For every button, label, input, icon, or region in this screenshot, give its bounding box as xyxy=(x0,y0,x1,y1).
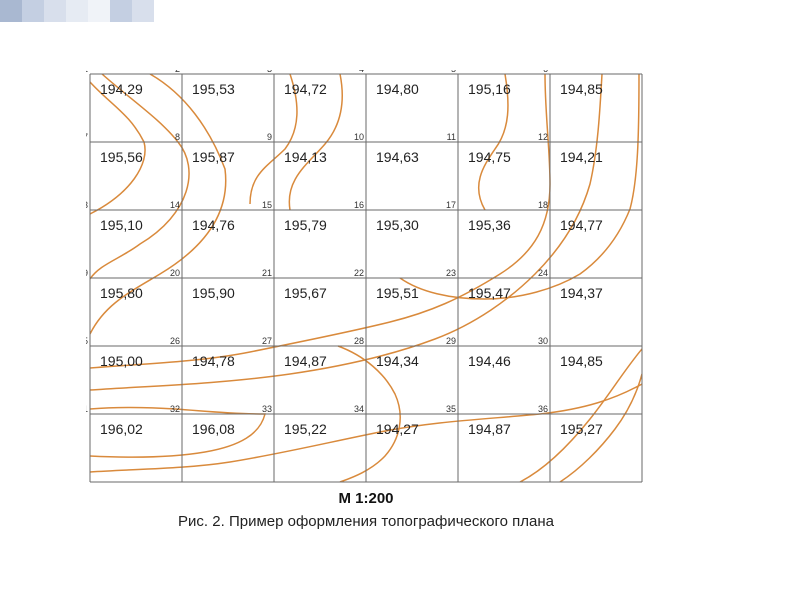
grid-point-number: 14 xyxy=(170,200,180,210)
grid-point-number: 19 xyxy=(86,268,88,278)
elevation-value: 195,67 xyxy=(284,285,327,301)
grid-point-number: 15 xyxy=(262,200,272,210)
grid-point-number: 30 xyxy=(538,336,548,346)
grid-point-number: 34 xyxy=(354,404,364,414)
elevation-value: 194,78 xyxy=(192,353,235,369)
grid-point-number: 22 xyxy=(354,268,364,278)
elevation-value: 195,22 xyxy=(284,421,327,437)
elevation-value: 195,90 xyxy=(192,285,235,301)
grid-point-number: 31 xyxy=(86,404,88,414)
grid-point-number: 25 xyxy=(86,336,88,346)
elevation-value: 194,76 xyxy=(192,217,235,233)
elevation-value: 195,51 xyxy=(376,285,419,301)
grid-point-number: 4 xyxy=(359,70,364,74)
elevation-value: 194,87 xyxy=(468,421,511,437)
elevation-value: 195,80 xyxy=(100,285,143,301)
deco-square xyxy=(88,0,110,22)
elevation-value: 194,21 xyxy=(560,149,603,165)
grid-point-number: 33 xyxy=(262,404,272,414)
grid-point-number: 28 xyxy=(354,336,364,346)
grid-point-number: 6 xyxy=(543,70,548,74)
elevation-value: 195,56 xyxy=(100,149,143,165)
elevation-value: 195,36 xyxy=(468,217,511,233)
grid-point-number: 10 xyxy=(354,132,364,142)
grid-point-number: 11 xyxy=(447,132,456,142)
elevation-value: 195,53 xyxy=(192,81,235,97)
elevation-value: 194,27 xyxy=(376,421,419,437)
elevation-value: 195,87 xyxy=(192,149,235,165)
grid-point-number: 5 xyxy=(451,70,456,74)
deco-square xyxy=(44,0,66,22)
figure-caption: Рис. 2. Пример оформления топографическо… xyxy=(86,513,646,530)
elevation-value: 195,27 xyxy=(560,421,603,437)
grid-point-number: 29 xyxy=(446,336,456,346)
elevation-value: 194,29 xyxy=(100,81,143,97)
elevation-value: 196,08 xyxy=(192,421,235,437)
elevation-value: 194,77 xyxy=(560,217,603,233)
grid-point-number: 3 xyxy=(267,70,272,74)
grid-point-number: 27 xyxy=(262,336,272,346)
grid-point-number: 36 xyxy=(538,404,548,414)
grid-point-number: 26 xyxy=(170,336,180,346)
deco-square xyxy=(110,0,132,22)
elevation-value: 195,79 xyxy=(284,217,327,233)
deco-square xyxy=(66,0,88,22)
grid-point-number: 1 xyxy=(86,70,88,74)
elevation-value: 194,34 xyxy=(376,353,419,369)
elevation-value: 194,85 xyxy=(560,353,603,369)
elevation-value: 194,85 xyxy=(560,81,603,97)
grid-point-number: 7 xyxy=(86,132,88,142)
scale-label: М 1:200 xyxy=(86,490,646,507)
elevation-value: 194,75 xyxy=(468,149,511,165)
corner-decoration xyxy=(0,0,154,22)
elevation-value: 195,10 xyxy=(100,217,143,233)
grid-point-number: 32 xyxy=(170,404,180,414)
grid-point-number: 23 xyxy=(446,268,456,278)
grid-point-number: 17 xyxy=(446,200,456,210)
grid-point-number: 20 xyxy=(170,268,180,278)
grid-point-number: 13 xyxy=(86,200,88,210)
topographic-plan-figure: 1 194,29 2 195,53 3 194,72 4 194,80 5 195,16 6 194,… xyxy=(86,70,646,530)
elevation-value: 194,72 xyxy=(284,81,327,97)
elevation-value: 195,47 xyxy=(468,285,511,301)
grid-point-number: 8 xyxy=(175,132,180,142)
deco-square xyxy=(132,0,154,22)
grid-point-number: 24 xyxy=(538,268,548,278)
elevation-value: 194,46 xyxy=(468,353,511,369)
grid-point-number: 16 xyxy=(354,200,364,210)
deco-square xyxy=(0,0,22,22)
elevation-value: 195,00 xyxy=(100,353,143,369)
elevation-value: 195,30 xyxy=(376,217,419,233)
grid-point-number: 2 xyxy=(175,70,180,74)
elevation-value: 196,02 xyxy=(100,421,143,437)
elevation-value: 194,80 xyxy=(376,81,419,97)
elevation-value: 194,87 xyxy=(284,353,327,369)
grid-point-number: 21 xyxy=(262,268,272,278)
grid-svg: 1 194,29 2 195,53 3 194,72 4 194,80 5 195,16 6 194,… xyxy=(86,70,646,486)
grid-point-number: 35 xyxy=(446,404,456,414)
elevation-value: 194,37 xyxy=(560,285,603,301)
elevation-value: 194,13 xyxy=(284,149,327,165)
elevation-value: 195,16 xyxy=(468,81,511,97)
elevation-value: 194,63 xyxy=(376,149,419,165)
grid-point-number: 18 xyxy=(538,200,548,210)
deco-square xyxy=(22,0,44,22)
grid-point-number: 12 xyxy=(538,132,548,142)
grid-point-number: 9 xyxy=(267,132,272,142)
